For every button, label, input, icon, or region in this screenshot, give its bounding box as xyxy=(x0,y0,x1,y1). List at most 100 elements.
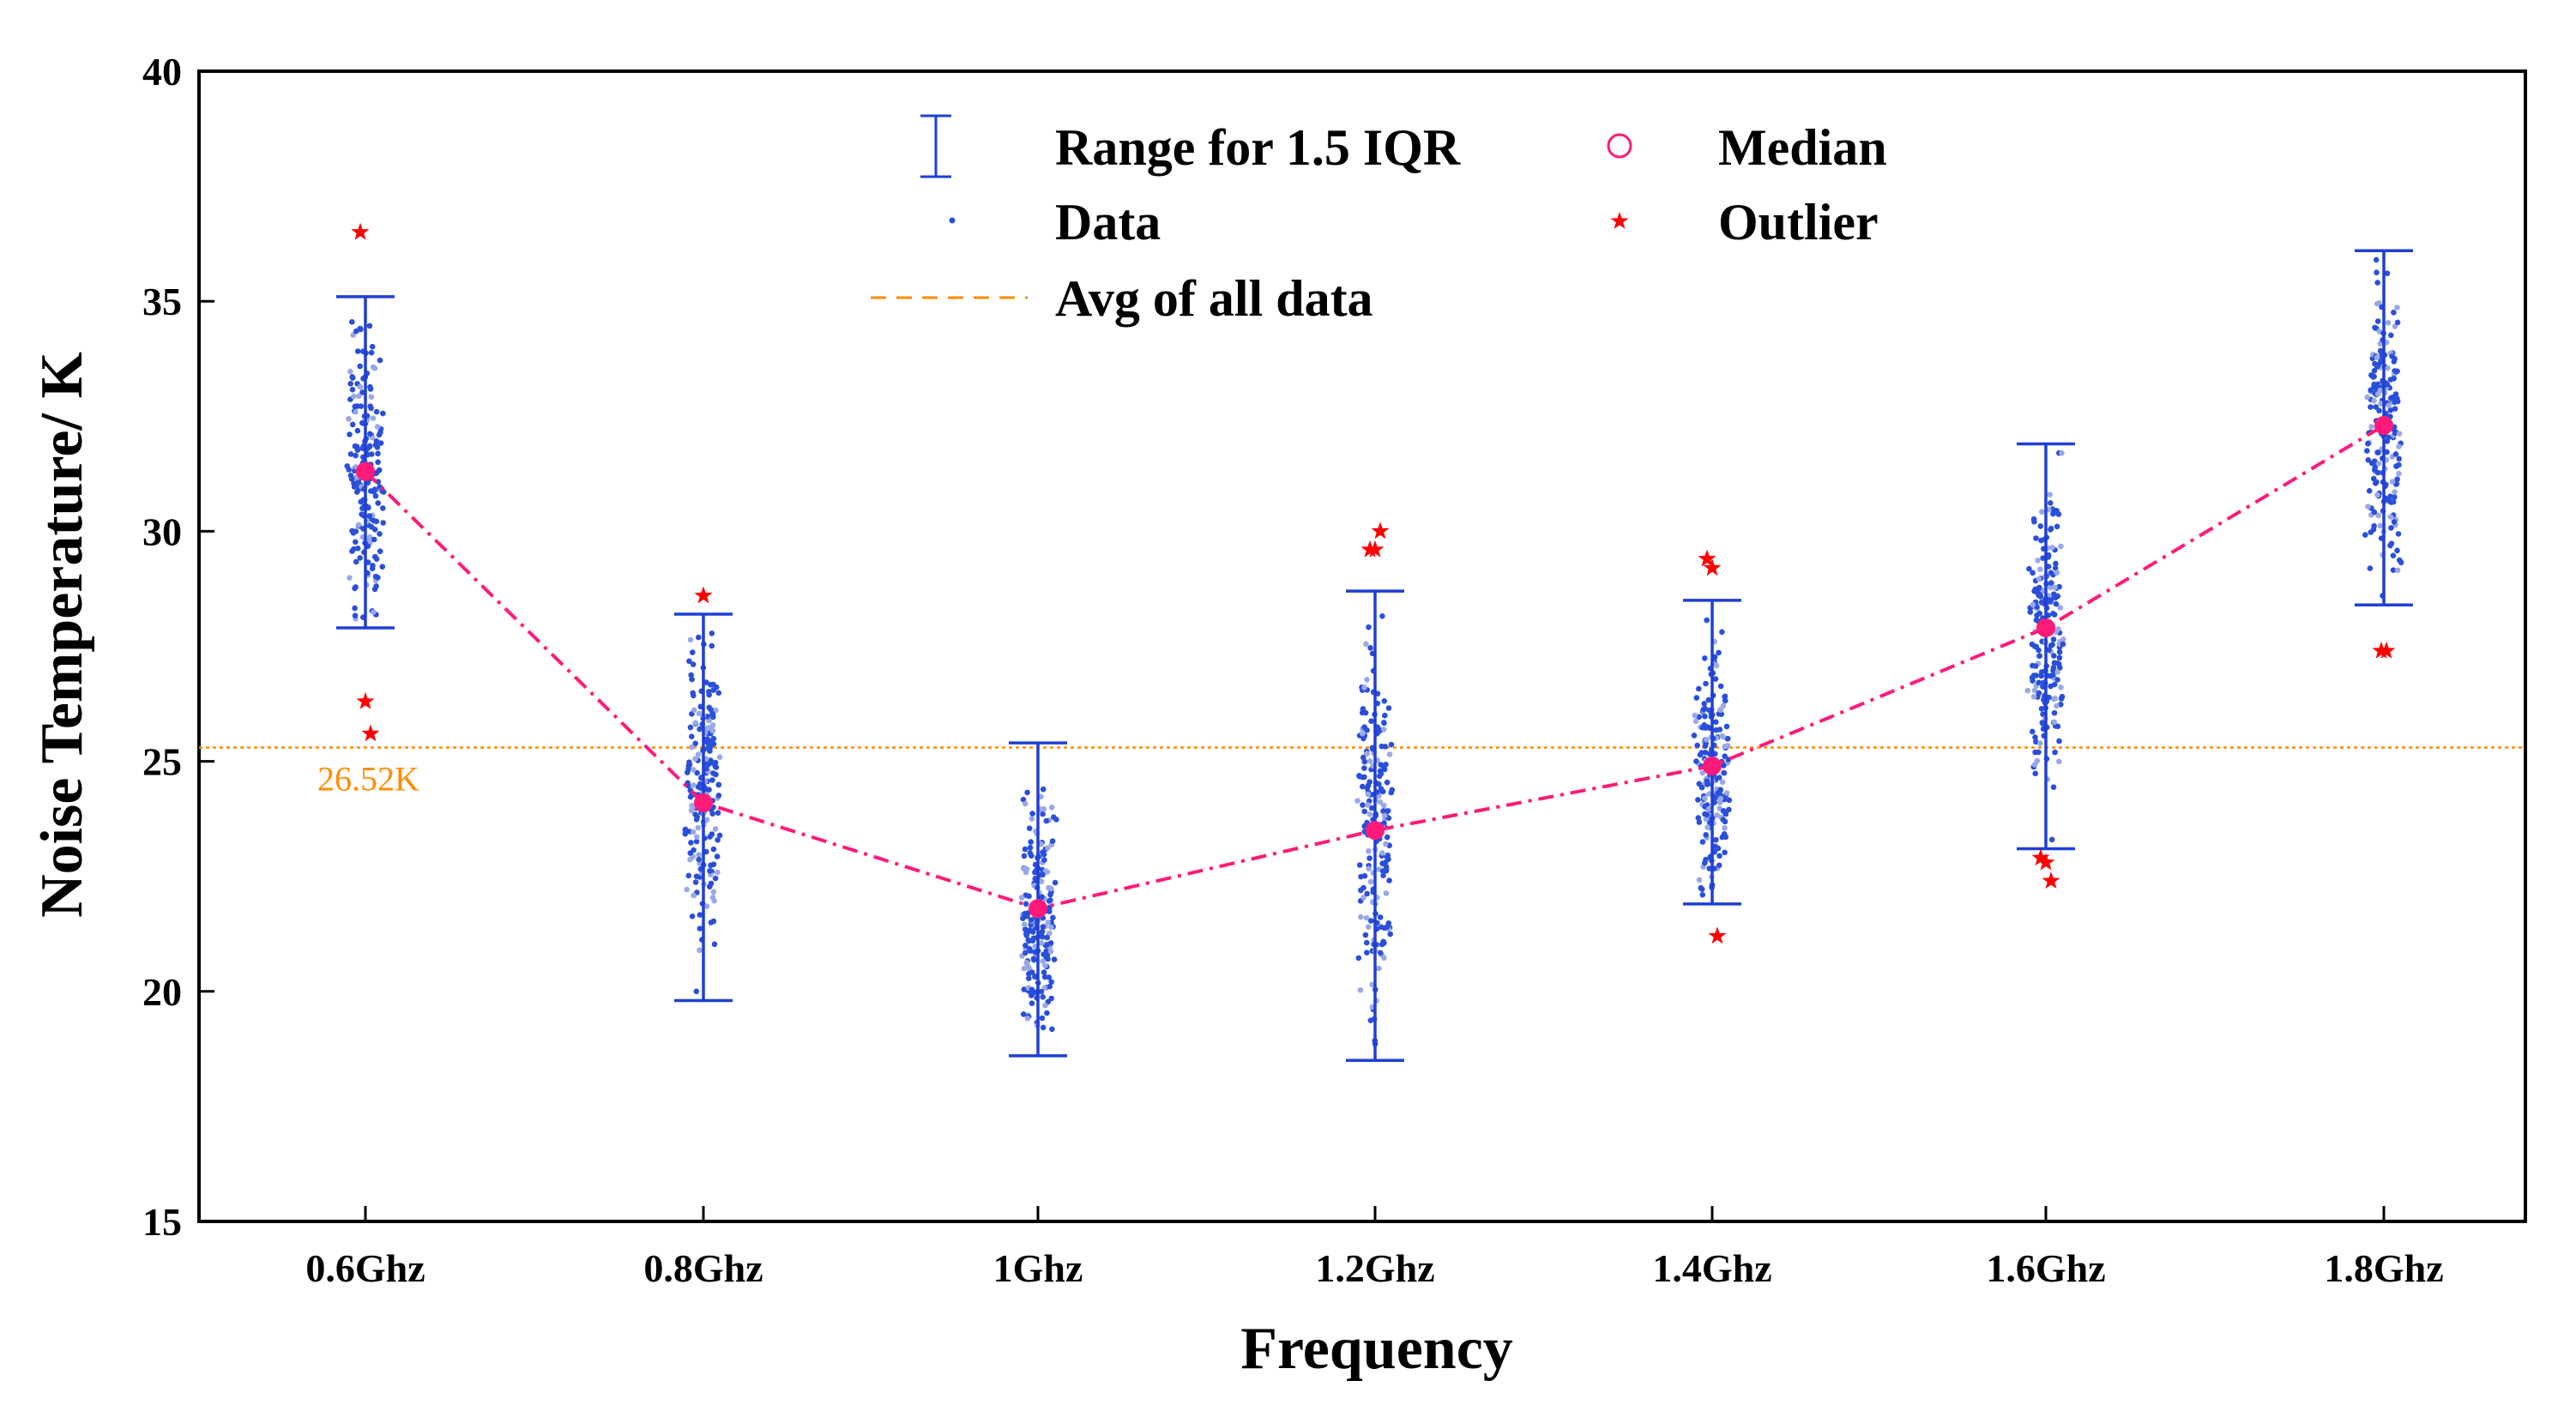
data-point xyxy=(715,793,722,799)
data-point xyxy=(2054,723,2061,730)
data-point xyxy=(2054,523,2060,530)
data-point xyxy=(685,872,692,879)
data-point xyxy=(1030,956,1037,962)
x-tick-label: 1.2Ghz xyxy=(1315,1246,1434,1290)
data-point xyxy=(380,489,387,495)
data-point xyxy=(1720,808,1727,814)
data-point xyxy=(1361,758,1368,765)
data-point xyxy=(344,463,351,469)
outlier-marker xyxy=(1703,558,1722,576)
data-point xyxy=(1696,685,1702,692)
data-point xyxy=(2030,728,2036,735)
data-point xyxy=(1044,942,1050,948)
data-point xyxy=(2373,480,2379,486)
data-point xyxy=(372,573,379,580)
data-point xyxy=(2368,404,2374,410)
data-point xyxy=(2394,304,2400,311)
data-point xyxy=(1717,795,1724,802)
data-point xyxy=(372,493,379,499)
data-point xyxy=(2368,372,2374,378)
data-point xyxy=(1388,741,1395,748)
legend-median-icon xyxy=(1607,133,1632,159)
data-point xyxy=(1368,718,1374,724)
data-point xyxy=(1722,697,1728,704)
data-point xyxy=(1362,709,1369,716)
data-point xyxy=(1691,733,1698,739)
data-point xyxy=(2038,537,2044,544)
data-point xyxy=(1720,702,1727,709)
data-point xyxy=(709,710,715,717)
data-point xyxy=(707,748,713,754)
data-point xyxy=(1041,969,1047,975)
data-point xyxy=(349,548,355,554)
data-point xyxy=(368,405,374,412)
data-point xyxy=(715,781,722,788)
data-point xyxy=(1705,696,1712,703)
data-point xyxy=(693,988,700,995)
data-point xyxy=(1028,839,1034,845)
data-point xyxy=(1024,929,1031,936)
data-point xyxy=(359,389,365,395)
data-point xyxy=(2029,641,2036,648)
data-point xyxy=(357,555,364,561)
data-point xyxy=(706,743,712,749)
data-point xyxy=(2056,758,2062,765)
data-point xyxy=(1713,836,1719,843)
outlier-marker xyxy=(351,222,370,240)
data-point xyxy=(1389,787,1396,793)
data-point xyxy=(2046,694,2052,701)
data-point xyxy=(2364,448,2370,454)
data-point xyxy=(2032,734,2038,740)
median-marker xyxy=(2036,618,2055,637)
data-point xyxy=(2050,636,2057,642)
x-tick-label: 1.4Ghz xyxy=(1652,1246,1771,1290)
data-point xyxy=(2058,684,2064,690)
data-point xyxy=(708,706,714,713)
data-point xyxy=(2377,387,2384,394)
data-point xyxy=(369,565,376,572)
outlier-marker xyxy=(1371,522,1390,540)
data-point xyxy=(352,605,358,612)
data-point xyxy=(1383,841,1389,847)
legend-avg-label: Avg of all data xyxy=(1055,270,1373,327)
data-point xyxy=(1368,918,1374,924)
data-point xyxy=(711,941,718,948)
data-point xyxy=(2048,597,2054,603)
data-point xyxy=(1721,769,1728,776)
data-point xyxy=(352,585,358,592)
data-point xyxy=(1360,783,1366,790)
data-point xyxy=(690,661,697,667)
data-point xyxy=(2365,440,2371,447)
data-point xyxy=(706,787,712,793)
data-point xyxy=(1038,940,1045,946)
data-point xyxy=(712,875,719,882)
data-point xyxy=(687,724,694,731)
data-point xyxy=(371,365,378,371)
data-point xyxy=(2371,522,2377,529)
median-marker xyxy=(2374,416,2393,435)
data-point xyxy=(371,517,377,524)
data-point xyxy=(693,838,700,845)
data-point xyxy=(2391,359,2398,365)
data-point xyxy=(703,903,710,909)
data-point xyxy=(1039,1015,1046,1022)
data-point xyxy=(1040,924,1047,930)
data-point xyxy=(1722,849,1728,856)
data-point xyxy=(1360,802,1366,808)
outlier-marker xyxy=(2042,871,2060,889)
data-point xyxy=(1025,937,1031,944)
data-point xyxy=(1702,743,1709,750)
data-point xyxy=(349,375,356,381)
data-point xyxy=(706,691,712,698)
data-point xyxy=(710,741,717,747)
outlier-marker xyxy=(1366,540,1385,558)
x-tick-label: 0.6Ghz xyxy=(305,1246,425,1290)
data-point xyxy=(694,834,700,840)
legend-data-label: Data xyxy=(1055,194,1161,250)
data-point xyxy=(1716,649,1722,656)
data-point xyxy=(2387,407,2394,413)
data-point xyxy=(710,918,717,925)
data-point xyxy=(1354,798,1360,804)
data-point xyxy=(2394,547,2400,554)
data-point xyxy=(2037,740,2043,746)
